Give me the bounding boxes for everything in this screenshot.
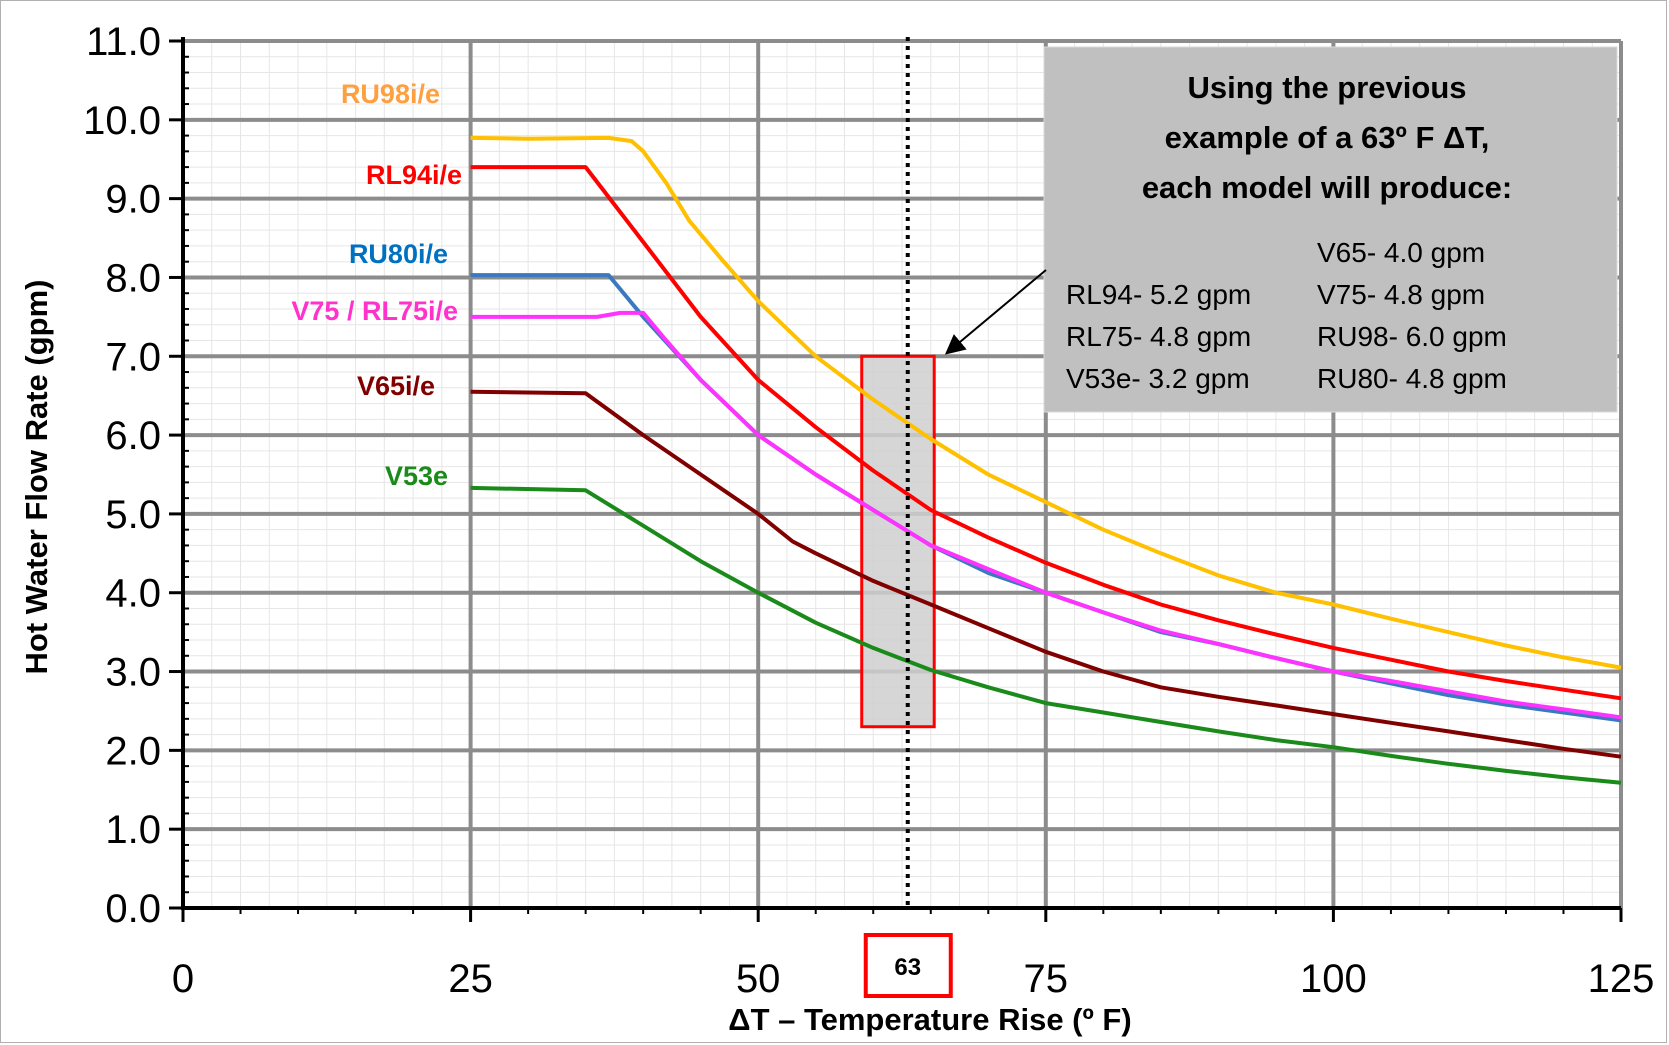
y-tick-label: 11.0: [86, 20, 161, 64]
series-label-4: V75 / RL75i/e: [291, 296, 458, 326]
y-tick-label: 3.0: [105, 651, 161, 695]
series-label-2: RL94i/e: [366, 160, 462, 190]
reference-marker-label: 63: [894, 954, 921, 981]
annotation-left-item: RL75- 4.8 gpm: [1066, 321, 1251, 352]
axes: [169, 37, 1623, 922]
y-tick-label: 10.0: [83, 99, 161, 143]
annotation-right-item: V75- 4.8 gpm: [1317, 279, 1485, 310]
x-tick-label: 25: [448, 957, 493, 1001]
annotation-background: [1043, 46, 1618, 413]
annotation-title-line: example of a 63º F ΔT,: [1165, 120, 1490, 155]
series-label-5: V65i/e: [357, 371, 435, 401]
y-axis-title: Hot Water Flow Rate (gpm): [19, 280, 54, 675]
series-label-6: V53e: [385, 461, 448, 491]
y-tick-label: 1.0: [105, 808, 161, 852]
annotation-right-item: RU98- 6.0 gpm: [1317, 321, 1507, 352]
y-tick-label: 2.0: [105, 729, 161, 773]
reference-marker-box: [863, 933, 953, 998]
annotation-box: Using the previous example of a 63º F ΔT,…: [944, 46, 1618, 413]
y-tick-label: 4.0: [105, 572, 161, 616]
x-tick-label: 75: [1024, 957, 1069, 1001]
y-tick-label: 6.0: [105, 414, 161, 458]
series-label-3: RU80i/e: [349, 239, 448, 269]
y-tick-label: 8.0: [105, 256, 161, 300]
annotation-title-line: Using the previous: [1187, 70, 1466, 105]
series-line-1: [470, 135, 1622, 670]
series-line-4: [470, 310, 1622, 720]
annotation-right-item: RU80- 4.8 gpm: [1317, 363, 1507, 394]
annotation-title-line: each model will produce:: [1142, 170, 1512, 205]
annotation-left-item: RL94- 5.2 gpm: [1066, 279, 1251, 310]
y-tick-label: 7.0: [105, 335, 161, 379]
series-line-5: [470, 389, 1622, 759]
x-axis-title: ΔT – Temperature Rise (º F): [728, 1002, 1131, 1037]
annotation-arrow: [944, 269, 1047, 355]
series-line-6: [470, 485, 1622, 785]
reference-line-group: 63: [863, 37, 953, 998]
annotation-left-item: V53e- 3.2 gpm: [1066, 363, 1250, 394]
x-tick-label: 0: [172, 957, 194, 1001]
x-tick-label: 50: [736, 957, 781, 1001]
series-line-2: [470, 165, 1622, 701]
x-tick-label: 100: [1300, 957, 1367, 1001]
series-label-1: RU98i/e: [341, 79, 440, 109]
y-tick-label: 0.0: [105, 887, 161, 931]
y-tick-label: 9.0: [105, 178, 161, 222]
series-lines: [470, 135, 1622, 785]
tick-labels: 0.0 1.0 2.0 3.0 4.0 5.0 6.0 7.0 8.0 9.0 10.0 11.0 0 2…: [83, 20, 1654, 1001]
series-labels: RU98i/e RL94i/e RU80i/e V75 / RL75i/e V65i/e…: [291, 79, 462, 491]
y-tick-label: 5.0: [105, 493, 161, 537]
x-tick-label: 125: [1588, 957, 1655, 1001]
annotation-right-item: V65- 4.0 gpm: [1317, 237, 1485, 268]
